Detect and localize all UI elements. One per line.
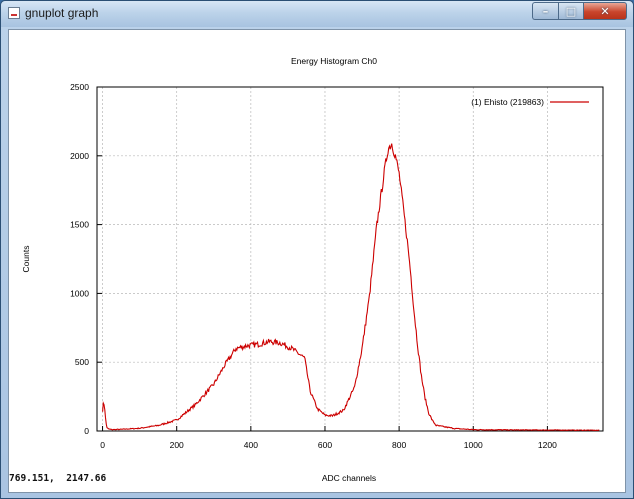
y-axis-label: Counts xyxy=(21,246,31,273)
y-tick-label: 1000 xyxy=(70,288,89,298)
legend: (1) Ehisto (219863) xyxy=(471,97,589,107)
x-tick-label: 200 xyxy=(170,440,184,450)
chart-title: Energy Histogram Ch0 xyxy=(291,56,377,66)
x-tick-label: 600 xyxy=(318,440,332,450)
x-tick-label: 1000 xyxy=(464,440,483,450)
histogram-chart: 0 200 400 600 800 1000 1200 0 500 1000 1500 2000 250… xyxy=(21,56,604,483)
y-tick-label: 2000 xyxy=(70,151,89,161)
x-tick-label: 800 xyxy=(392,440,406,450)
mouse-coordinate-readout: 769.151, 2147.66 xyxy=(9,473,107,484)
close-button[interactable]: ✕ xyxy=(583,2,627,20)
maximize-button[interactable]: □ xyxy=(558,2,583,20)
x-tick-label: 0 xyxy=(100,440,105,450)
window-controls: – □ ✕ xyxy=(532,2,627,20)
gnuplot-app-icon[interactable] xyxy=(8,7,20,19)
minimize-button[interactable]: – xyxy=(532,2,558,20)
y-tick-label: 500 xyxy=(75,357,89,367)
window-titlebar[interactable]: gnuplot graph – □ ✕ xyxy=(1,1,633,27)
grid-lines xyxy=(97,87,603,431)
y-tick-label: 2500 xyxy=(70,82,89,92)
plot-canvas[interactable]: 0 200 400 600 800 1000 1200 0 500 1000 1500 2000 250… xyxy=(8,29,626,493)
axis-ticks: 0 200 400 600 800 1000 1200 0 500 1000 1500 2000 250… xyxy=(70,82,557,450)
x-axis-label: ADC channels xyxy=(322,473,376,483)
y-tick-label: 1500 xyxy=(70,220,89,230)
series-line-ehisto xyxy=(102,143,600,432)
plot-border xyxy=(96,86,604,432)
x-tick-label: 400 xyxy=(244,440,258,450)
legend-entry-label: (1) Ehisto (219863) xyxy=(471,97,544,107)
window-title: gnuplot graph xyxy=(25,6,99,20)
y-tick-label: 0 xyxy=(84,426,89,436)
x-tick-label: 1200 xyxy=(538,440,557,450)
